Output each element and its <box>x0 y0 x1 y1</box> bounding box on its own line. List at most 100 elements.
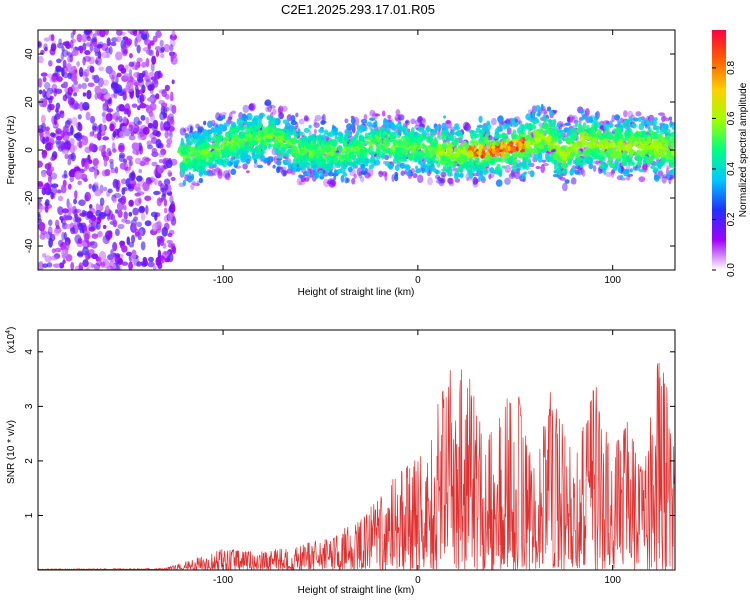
noise-cell <box>115 36 122 43</box>
band-cell <box>356 158 360 163</box>
band-cell <box>527 122 533 129</box>
noise-cell <box>67 158 72 166</box>
noise-cell <box>135 175 143 182</box>
band-cell <box>323 137 327 146</box>
band-cell <box>546 119 552 123</box>
band-cell <box>515 146 519 152</box>
noise-cell <box>170 91 174 100</box>
band-cell <box>313 144 318 151</box>
band-cell <box>234 151 242 160</box>
noise-cell <box>142 47 150 52</box>
noise-cell <box>139 94 145 104</box>
halo-cell <box>642 162 648 171</box>
band-cell <box>669 142 675 150</box>
noise-cell <box>55 66 63 73</box>
noise-cell <box>132 124 139 132</box>
noise-cell <box>144 195 152 202</box>
band-cell <box>657 148 663 154</box>
band-cell <box>661 138 668 144</box>
halo-cell <box>211 168 216 176</box>
noise-cell <box>78 199 86 206</box>
noise-cell <box>92 41 98 48</box>
noise-cell <box>166 143 171 148</box>
band-cell <box>636 145 641 149</box>
noise-cell <box>129 53 133 59</box>
band-cell <box>553 128 560 136</box>
halo-cell <box>278 112 285 120</box>
band-cell <box>306 136 311 142</box>
band-cell <box>276 160 282 166</box>
noise-cell <box>86 210 94 219</box>
band-cell <box>211 150 216 155</box>
noise-cell <box>106 265 114 270</box>
halo-cell <box>559 177 566 181</box>
noise-cell <box>166 239 173 244</box>
band-cell <box>670 168 675 176</box>
band-cell <box>331 139 338 147</box>
band-cell <box>382 119 389 128</box>
noise-cell <box>69 138 75 146</box>
noise-cell <box>54 113 61 120</box>
band-cell <box>211 135 218 142</box>
noise-cell <box>57 206 63 215</box>
noise-cell <box>163 198 168 207</box>
band-cell <box>441 159 448 165</box>
band-cell <box>579 162 584 169</box>
band-cell <box>344 132 350 138</box>
noise-cell <box>78 67 84 77</box>
band-cell <box>652 126 659 131</box>
band-cell <box>189 125 193 133</box>
spectrogram-y-axis-label: Frequency (Hz) <box>6 116 17 185</box>
band-cell <box>631 123 637 129</box>
noise-cell <box>67 183 72 190</box>
noise-cell <box>128 211 133 217</box>
band-cell <box>570 167 575 176</box>
band-cell <box>425 150 430 157</box>
noise-cell <box>94 59 99 65</box>
band-cell <box>185 148 191 154</box>
band-cell <box>200 139 205 144</box>
noise-cell <box>123 49 128 55</box>
noise-cell <box>157 165 164 174</box>
band-cell <box>537 144 544 149</box>
noise-cell <box>45 184 52 190</box>
noise-cell <box>60 184 67 194</box>
band-cell <box>183 162 187 170</box>
noise-cell <box>148 49 154 57</box>
noise-cell <box>44 163 52 170</box>
noise-cell <box>142 126 150 135</box>
band-cell <box>356 124 361 132</box>
noise-cell <box>110 213 116 221</box>
band-cell <box>584 150 590 158</box>
halo-cell <box>384 154 390 161</box>
snr-x-axis-label: Height of straight line (km) <box>298 585 415 596</box>
band-cell <box>387 149 391 154</box>
snr-panel: -100 0 100 1 2 3 4 Height of straight line (km… <box>5 327 676 596</box>
band-cell <box>519 123 525 130</box>
band-cell <box>435 169 439 175</box>
band-cell <box>227 131 232 140</box>
band-cell <box>519 155 523 159</box>
band-cell <box>462 140 467 147</box>
snr-series-line <box>38 363 675 570</box>
colorbar-swatch <box>712 30 726 270</box>
band-cell <box>582 122 587 129</box>
band-cell <box>649 120 656 125</box>
band-cell <box>637 116 642 123</box>
noise-cell <box>63 232 67 241</box>
band-cell <box>297 128 301 135</box>
noise-cell <box>131 253 137 260</box>
band-cell <box>630 135 636 141</box>
band-cell <box>348 151 355 160</box>
noise-cell <box>50 156 55 162</box>
noise-cell <box>143 39 152 46</box>
band-cell <box>394 174 399 182</box>
noise-cell <box>106 37 111 47</box>
noise-cell <box>43 37 50 42</box>
band-cell <box>469 139 476 146</box>
band-cell <box>369 117 376 122</box>
band-cell <box>614 162 619 170</box>
band-cell <box>436 156 440 162</box>
band-cell <box>405 171 412 176</box>
band-cell <box>532 119 539 125</box>
